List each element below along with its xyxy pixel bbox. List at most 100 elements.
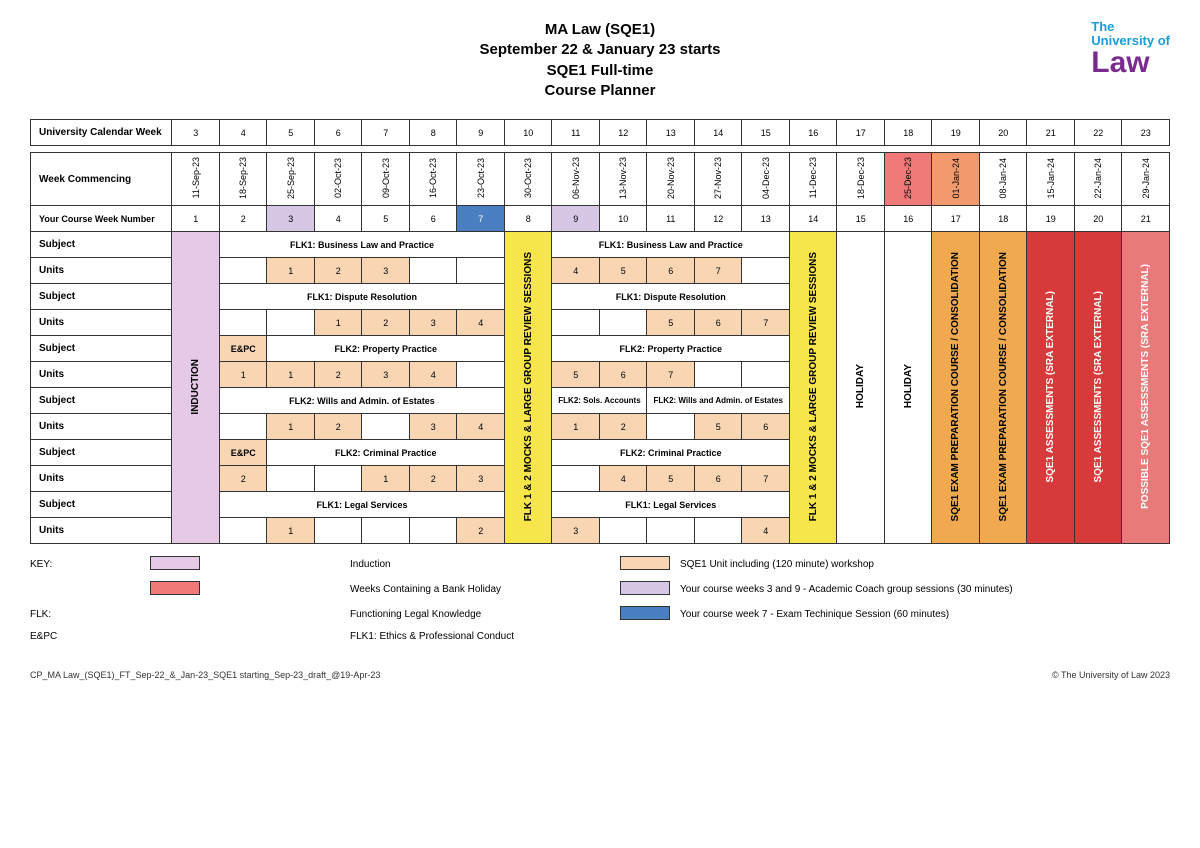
cw-cell: 6 <box>409 206 457 232</box>
wc-row: Week Commencing 11-Sep-23 18-Sep-23 25-S… <box>31 153 1170 206</box>
swatch-induction <box>150 556 200 570</box>
wc-cell: 06-Nov-23 <box>552 153 600 206</box>
key-coach: Your course weeks 3 and 9 - Academic Coa… <box>680 584 1150 595</box>
subject-label: Subject <box>31 336 172 362</box>
units-label: Units <box>31 414 172 440</box>
units-label: Units <box>31 518 172 544</box>
ucw-label: University Calendar Week <box>31 120 172 146</box>
unit-cell: 5 <box>552 362 600 388</box>
cw-cell-coach: 9 <box>552 206 600 232</box>
cw-cell: 14 <box>789 206 837 232</box>
unit-cell: 4 <box>409 362 457 388</box>
unit-cell: 5 <box>647 310 695 336</box>
ucw-cell: 4 <box>219 120 267 146</box>
subject-label: Subject <box>31 232 172 258</box>
unit-cell: 1 <box>552 414 600 440</box>
subject-cp-a: FLK2: Criminal Practice <box>267 440 505 466</box>
wc-cell: 11-Dec-23 <box>789 153 837 206</box>
unit-cell: 1 <box>314 310 362 336</box>
subject-epc: E&PC <box>219 440 267 466</box>
ucw-cell: 10 <box>504 120 552 146</box>
cw-cell: 13 <box>742 206 790 232</box>
units-label: Units <box>31 258 172 284</box>
cw-cell: 15 <box>837 206 885 232</box>
unit-cell: 5 <box>647 466 695 492</box>
cw-cell: 5 <box>362 206 410 232</box>
ucw-cell: 23 <box>1122 120 1170 146</box>
subject-cp-b: FLK2: Criminal Practice <box>552 440 790 466</box>
unit-cell: 7 <box>742 466 790 492</box>
mocks-col-2: FLK 1 & 2 MOCKS & LARGE GROUP REVIEW SES… <box>789 232 837 544</box>
prep-col-2: SQE1 EXAM PREPARATION COURSE / CONSOLIDA… <box>979 232 1027 544</box>
key-epc-lbl: E&PC <box>30 631 150 642</box>
wc-cell: 09-Oct-23 <box>362 153 410 206</box>
page-header: MA Law (SQE1) September 22 & January 23 … <box>30 20 1170 101</box>
unit-cell: 2 <box>599 414 647 440</box>
subject-dr-b: FLK1: Dispute Resolution <box>552 284 790 310</box>
wc-cell: 18-Dec-23 <box>837 153 885 206</box>
unit-cell: 2 <box>314 362 362 388</box>
unit-cell: 1 <box>267 362 315 388</box>
key-bank: Weeks Containing a Bank Holiday <box>350 584 620 595</box>
ucw-cell: 6 <box>314 120 362 146</box>
unit-cell: 4 <box>457 414 505 440</box>
footer-right: © The University of Law 2023 <box>1052 670 1170 680</box>
ucw-cell: 18 <box>884 120 932 146</box>
unit-cell: 3 <box>409 310 457 336</box>
title-l3: SQE1 Full-time <box>480 61 721 81</box>
subject-ls-b: FLK1: Legal Services <box>552 492 790 518</box>
wc-cell: 23-Oct-23 <box>457 153 505 206</box>
subject-pp-a: FLK2: Property Practice <box>267 336 505 362</box>
subject-label: Subject <box>31 492 172 518</box>
wc-cell: 16-Oct-23 <box>409 153 457 206</box>
logo-l1: The <box>1091 20 1170 34</box>
title-l2: September 22 & January 23 starts <box>480 40 721 60</box>
unit-cell: 3 <box>409 414 457 440</box>
assess-col-2: SQE1 ASSESSMENTS (SRA EXTERNAL) <box>1074 232 1122 544</box>
unit-cell: 6 <box>694 466 742 492</box>
wc-cell: 27-Nov-23 <box>694 153 742 206</box>
wc-cell: 04-Dec-23 <box>742 153 790 206</box>
units-label: Units <box>31 362 172 388</box>
swatch-coach <box>620 581 670 595</box>
key-unit: SQE1 Unit including (120 minute) worksho… <box>680 559 1150 570</box>
wc-cell: 25-Sep-23 <box>267 153 315 206</box>
prep-col-1: SQE1 EXAM PREPARATION COURSE / CONSOLIDA… <box>932 232 980 544</box>
induction-col: INDUCTION <box>172 232 220 544</box>
unit-cell: 5 <box>599 258 647 284</box>
subject-ls-a: FLK1: Legal Services <box>219 492 504 518</box>
unit-cell: 2 <box>219 466 267 492</box>
unit-cell: 6 <box>647 258 695 284</box>
ucw-cell: 17 <box>837 120 885 146</box>
unit-cell: 7 <box>647 362 695 388</box>
ucw-cell: 15 <box>742 120 790 146</box>
key-exam: Your course week 7 - Exam Techinique Ses… <box>680 609 1150 620</box>
footer: CP_MA Law_(SQE1)_FT_Sep-22_&_Jan-23_SQE1… <box>30 670 1170 680</box>
swatch-exam <box>620 606 670 620</box>
ucw-cell: 12 <box>599 120 647 146</box>
cw-label: Your Course Week Number <box>31 206 172 232</box>
unit-cell: 4 <box>742 518 790 544</box>
key-block: KEY: Induction SQE1 Unit including (120 … <box>30 556 1170 642</box>
key-induction: Induction <box>350 559 620 570</box>
wc-cell: 18-Sep-23 <box>219 153 267 206</box>
wc-cell: 13-Nov-23 <box>599 153 647 206</box>
unit-cell: 2 <box>314 414 362 440</box>
cw-cell: 20 <box>1074 206 1122 232</box>
wc-cell: 02-Oct-23 <box>314 153 362 206</box>
ucw-row: University Calendar Week 3 4 5 6 7 8 9 1… <box>31 120 1170 146</box>
subject-wae-a: FLK2: Wills and Admin. of Estates <box>219 388 504 414</box>
subject-label: Subject <box>31 388 172 414</box>
ucw-cell: 19 <box>932 120 980 146</box>
assess-col-1: SQE1 ASSESSMENTS (SRA EXTERNAL) <box>1027 232 1075 544</box>
unit-cell: 1 <box>267 518 315 544</box>
wc-cell-bank: 25-Dec-23 <box>884 153 932 206</box>
unit-cell: 2 <box>362 310 410 336</box>
ucw-cell: 5 <box>267 120 315 146</box>
unit-cell: 1 <box>219 362 267 388</box>
logo-l2: University of <box>1091 34 1170 48</box>
subject-label: Subject <box>31 284 172 310</box>
unit-cell: 6 <box>694 310 742 336</box>
subject-blp-b: FLK1: Business Law and Practice <box>552 232 790 258</box>
subject-row-blp: Subject INDUCTION FLK1: Business Law and… <box>31 232 1170 258</box>
